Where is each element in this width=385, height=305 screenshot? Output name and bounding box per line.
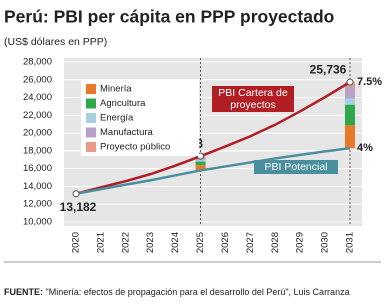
stack-segment xyxy=(195,159,206,162)
y-tick-label: 24,000 xyxy=(23,92,52,103)
stack-segment xyxy=(345,98,355,105)
annotation: 7.5% xyxy=(357,76,382,88)
x-tick-label: 2030 xyxy=(320,232,331,253)
value-label: 25,736 xyxy=(310,62,347,76)
x-tick-label: 2031 xyxy=(345,232,356,253)
y-tick-label: 26,000 xyxy=(23,74,52,85)
legend-box xyxy=(81,80,199,156)
annotation: 4% xyxy=(357,142,373,154)
stack-segment xyxy=(195,161,206,166)
point xyxy=(72,190,80,198)
source-label: FUENTE: xyxy=(4,287,43,297)
x-tick-label: 2026 xyxy=(220,232,231,253)
x-tick-label: 2029 xyxy=(295,232,306,253)
y-tick-label: 14,000 xyxy=(23,181,52,192)
y-tick-label: 12,000 xyxy=(23,199,52,210)
legend-label: Manufactura xyxy=(100,127,154,138)
stack-segment xyxy=(195,165,206,171)
stack-segment xyxy=(345,86,355,99)
chart-subtitle: (US$ dólares en PPP) xyxy=(4,36,107,48)
y-tick-label: 28,000 xyxy=(23,57,52,68)
legend-swatch xyxy=(86,113,96,123)
chart-title: Perú: PBI per cápita en PPP proyectado xyxy=(4,7,334,27)
point xyxy=(346,78,354,86)
x-tick-label: 2022 xyxy=(120,232,131,253)
line xyxy=(75,146,351,195)
x-tick-label: 2024 xyxy=(170,232,181,253)
legend-label: Energía xyxy=(100,113,134,124)
y-tick-label: 22,000 xyxy=(23,110,52,121)
source-text: "Minería: efectos de propagación para el… xyxy=(46,287,350,297)
legend-swatch xyxy=(86,127,96,138)
x-tick-label: 2028 xyxy=(270,232,281,253)
legend-label: Agricultura xyxy=(100,98,146,109)
y-tick-label: 20,000 xyxy=(23,128,52,139)
x-tick-label: 2023 xyxy=(145,232,156,253)
legend-label: Proyecto público xyxy=(100,142,170,153)
x-tick-label: 2020 xyxy=(71,232,82,253)
x-tick-label: 2027 xyxy=(245,232,256,253)
legend-swatch xyxy=(86,98,96,109)
y-tick-label: 10,000 xyxy=(23,217,52,228)
legend-swatch xyxy=(86,84,96,94)
source: FUENTE: "Minería: efectos de propagación… xyxy=(4,287,350,297)
legend-label: Minería xyxy=(100,84,132,95)
x-tick-label: 2021 xyxy=(95,232,106,253)
series-label: PBI Potencial xyxy=(254,160,338,174)
line xyxy=(75,81,351,195)
y-tick-label: 18,000 xyxy=(23,145,52,156)
legend-swatch xyxy=(86,142,96,152)
x-tick-label: 2025 xyxy=(195,232,206,253)
stack-segment xyxy=(345,125,355,149)
point xyxy=(197,152,205,160)
value-label: 13,182 xyxy=(60,200,97,214)
stack-segment xyxy=(345,104,355,126)
y-tick-label: 16,000 xyxy=(23,163,52,174)
series-label: PBI Cartera de proyectos xyxy=(212,86,294,112)
